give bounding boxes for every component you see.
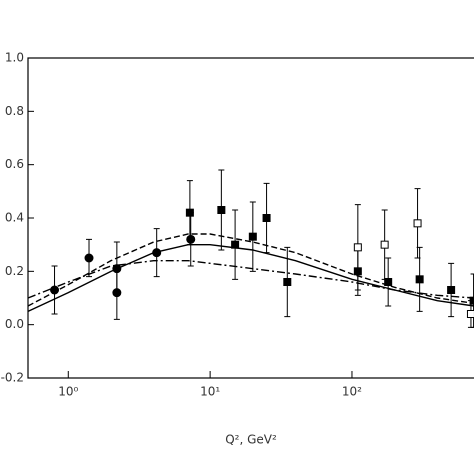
x-tick-label: 10² [342,385,362,399]
point [353,243,362,252]
point [384,278,393,286]
plot-frame [27,57,474,379]
point [447,286,456,294]
y-tick-label: 1.0 [5,51,24,65]
point [415,275,424,284]
y-tick-label: 0.6 [5,157,24,171]
curve [27,243,474,312]
x-tick-label: 10⁰ [58,385,78,399]
y-tick-label: -0.2 [1,371,24,385]
point [466,310,474,318]
x-axis-label: Q², GeV² [225,433,277,447]
point [185,208,194,217]
point [217,206,226,214]
curve [27,259,474,299]
y-tick-label: 0.8 [5,104,24,118]
point [248,232,257,241]
point [413,219,422,228]
curve [27,233,474,307]
y-tick-label: 0.0 [5,317,24,331]
x-tick-label: 10¹ [200,385,220,399]
y-tick-label: 0.4 [5,211,24,225]
point [186,234,196,244]
y-tick-label: 0.2 [5,264,24,278]
point [262,214,271,222]
point [84,253,94,263]
point [380,240,389,249]
point [283,278,292,286]
point [50,285,60,295]
point [112,288,122,298]
